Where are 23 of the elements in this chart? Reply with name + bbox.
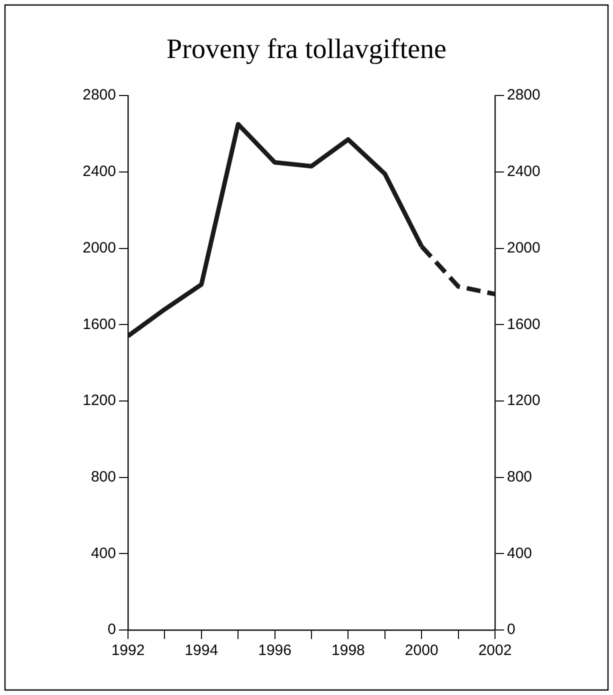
x-tick-label: 1996	[258, 642, 292, 660]
y2-tick-label: 800	[507, 468, 532, 486]
y-tick-label: 800	[90, 468, 116, 486]
y2-tick-label: 0	[507, 621, 516, 638]
y-tick-label: 2400	[82, 163, 116, 180]
y2-tick-label: 400	[507, 544, 532, 562]
y-tick-label: 400	[90, 544, 116, 562]
y-tick-label: 2800	[82, 86, 116, 104]
x-tick-label: 1992	[111, 642, 145, 660]
y2-tick-label: 2400	[507, 163, 540, 180]
y2-tick-label: 2800	[507, 86, 540, 104]
y-tick-label: 0	[108, 621, 116, 638]
x-tick-label: 1998	[332, 642, 365, 660]
x-tick-label: 2002	[478, 642, 512, 660]
y-tick-label: 1600	[82, 316, 116, 333]
x-tick-label: 2000	[404, 642, 438, 660]
y-tick-label: 1200	[82, 392, 116, 410]
y2-tick-label: 2000	[507, 239, 540, 256]
x-tick-label: 1994	[184, 642, 218, 660]
y2-tick-label: 1600	[507, 316, 540, 333]
y2-tick-label: 1200	[507, 392, 540, 410]
y-tick-label: 2000	[82, 239, 116, 256]
chart-title: Proveny fra tollavgiftene	[166, 34, 446, 66]
